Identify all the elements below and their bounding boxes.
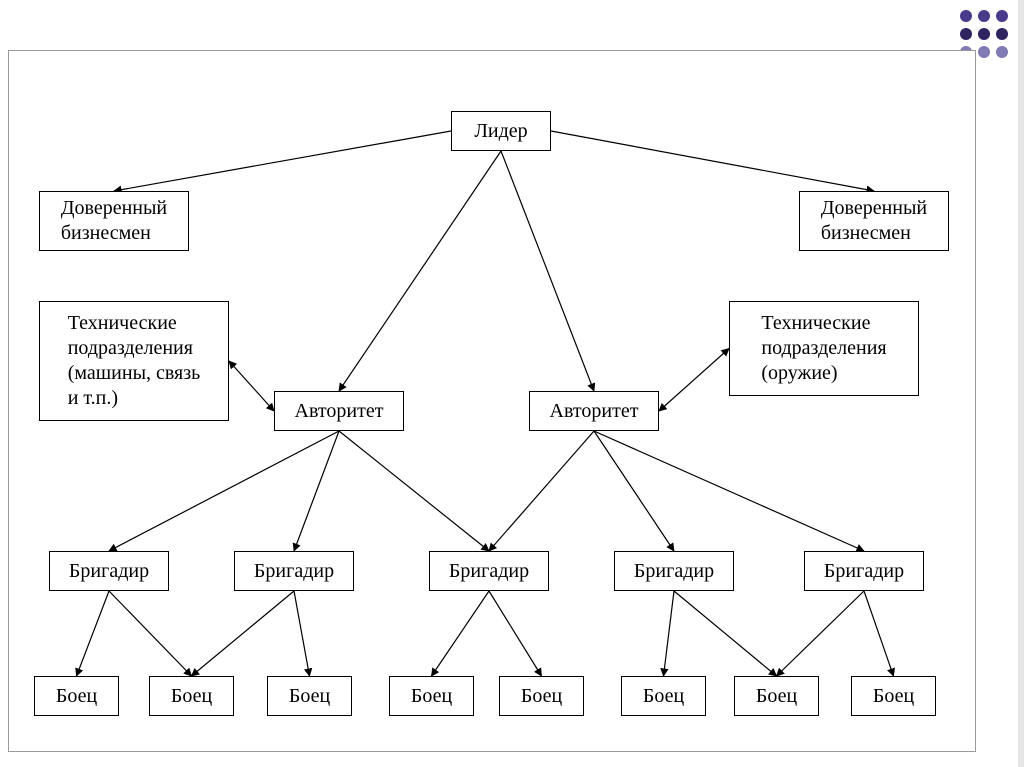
dot-icon xyxy=(996,28,1008,40)
node-f1: Боец xyxy=(34,676,119,716)
node-f5: Боец xyxy=(499,676,584,716)
edge xyxy=(109,431,339,551)
node-label: Технические подразделения (оружие) xyxy=(761,311,886,386)
edge xyxy=(501,151,594,391)
node-label: Бригадир xyxy=(69,559,149,584)
node-label: Бригадир xyxy=(634,559,714,584)
node-label: Бригадир xyxy=(449,559,529,584)
edge xyxy=(229,361,274,411)
edge xyxy=(294,431,339,551)
node-leader: Лидер xyxy=(451,111,551,151)
node-label: Бригадир xyxy=(824,559,904,584)
dot-icon xyxy=(978,28,990,40)
edge xyxy=(489,431,594,551)
edge xyxy=(339,151,501,391)
node-label: Бригадир xyxy=(254,559,334,584)
edge xyxy=(339,431,489,551)
node-biz_right: Доверенный бизнесмен xyxy=(799,191,949,251)
node-label: Боец xyxy=(171,684,212,709)
node-label: Авторитет xyxy=(550,399,639,424)
node-label: Лидер xyxy=(474,119,527,144)
edge xyxy=(114,131,451,191)
node-tech_left: Технические подразделения (машины, связь… xyxy=(39,301,229,421)
node-label: Боец xyxy=(873,684,914,709)
edge xyxy=(594,431,864,551)
edge xyxy=(664,591,675,676)
node-auth_right: Авторитет xyxy=(529,391,659,431)
edge xyxy=(489,591,542,676)
edge xyxy=(659,349,729,412)
node-f7: Боец xyxy=(734,676,819,716)
node-f2: Боец xyxy=(149,676,234,716)
edge xyxy=(109,591,192,676)
dot-icon xyxy=(996,10,1008,22)
node-auth_left: Авторитет xyxy=(274,391,404,431)
node-label: Боец xyxy=(643,684,684,709)
edge xyxy=(777,591,865,676)
node-label: Авторитет xyxy=(295,399,384,424)
node-label: Технические подразделения (машины, связь… xyxy=(68,311,201,411)
node-f3: Боец xyxy=(267,676,352,716)
edge xyxy=(594,431,674,551)
node-label: Боец xyxy=(411,684,452,709)
edge xyxy=(551,131,874,191)
node-brig2: Бригадир xyxy=(234,551,354,591)
node-brig1: Бригадир xyxy=(49,551,169,591)
dot-icon xyxy=(996,46,1008,58)
node-label: Доверенный бизнесмен xyxy=(61,196,167,246)
node-tech_right: Технические подразделения (оружие) xyxy=(729,301,919,396)
node-label: Боец xyxy=(56,684,97,709)
edge xyxy=(674,591,777,676)
diagram-frame: Лидер Доверенный бизнесмен Доверенный бизн… xyxy=(8,50,976,752)
node-brig5: Бригадир xyxy=(804,551,924,591)
edge xyxy=(294,591,310,676)
node-label: Доверенный бизнесмен xyxy=(821,196,927,246)
node-biz_left: Доверенный бизнесмен xyxy=(39,191,189,251)
edge xyxy=(77,591,110,676)
node-brig3: Бригадир xyxy=(429,551,549,591)
edge xyxy=(192,591,295,676)
dot-icon xyxy=(960,10,972,22)
dot-icon xyxy=(978,10,990,22)
dot-icon xyxy=(960,28,972,40)
node-label: Боец xyxy=(756,684,797,709)
edge xyxy=(864,591,894,676)
node-f8: Боец xyxy=(851,676,936,716)
dot-icon xyxy=(978,46,990,58)
decorative-side-bar xyxy=(1018,0,1024,767)
edge xyxy=(432,591,490,676)
node-label: Боец xyxy=(289,684,330,709)
node-brig4: Бригадир xyxy=(614,551,734,591)
node-label: Боец xyxy=(521,684,562,709)
node-f4: Боец xyxy=(389,676,474,716)
node-f6: Боец xyxy=(621,676,706,716)
